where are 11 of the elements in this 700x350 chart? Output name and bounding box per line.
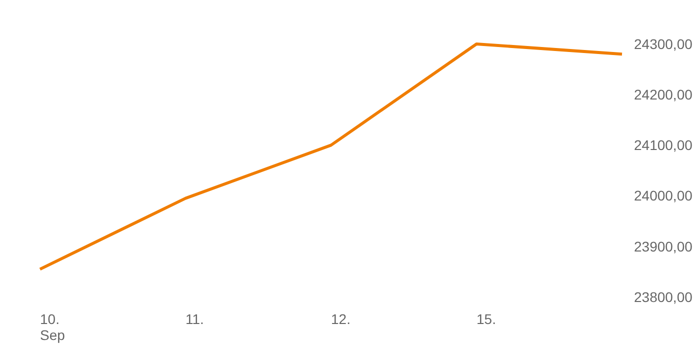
y-tick-label: 24100,00 xyxy=(634,137,693,154)
x-tick-label: 11. xyxy=(186,311,204,327)
line-series xyxy=(38,42,624,271)
y-tick-label: 23900,00 xyxy=(634,238,693,254)
y-tick-label: 23800,00 xyxy=(634,288,693,305)
y-tick-label: 24300,00 xyxy=(634,36,693,52)
x-tick-label: 15. xyxy=(476,311,496,327)
y-tick-label: 24200,00 xyxy=(634,86,693,102)
y-tick-label: 24000,00 xyxy=(634,188,693,204)
x-tick-label: 12. xyxy=(331,311,350,327)
x-tick-label: 10. Sep xyxy=(40,311,66,344)
